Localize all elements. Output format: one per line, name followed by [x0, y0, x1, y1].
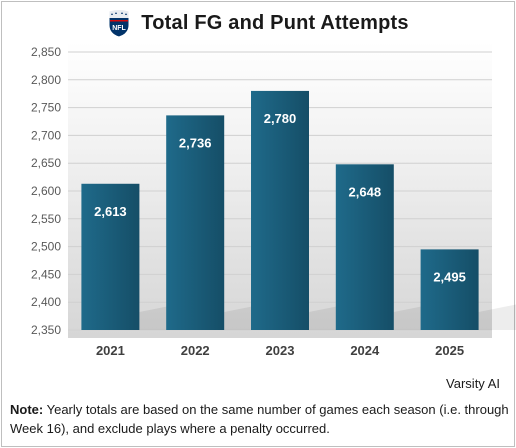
data-label: 2,495	[433, 269, 466, 284]
bar-2022	[166, 115, 225, 330]
svg-text:NFL: NFL	[112, 25, 126, 32]
x-tick-label: 2023	[266, 343, 295, 358]
data-label: 2,780	[264, 111, 297, 126]
bar-2021	[81, 183, 140, 330]
bar-2024	[335, 164, 394, 330]
data-label: 2,648	[349, 184, 382, 199]
bar-2025	[420, 249, 479, 330]
y-tick-label: 2,400	[31, 295, 61, 309]
y-tick-label: 2,600	[31, 184, 61, 198]
footnote: Note: Yearly totals are based on the sam…	[10, 400, 510, 438]
y-tick-label: 2,750	[31, 101, 61, 115]
data-labels: 2,613 2,736 2,780 2,648 2,495	[94, 111, 466, 284]
y-tick-label: 2,700	[31, 128, 61, 142]
y-tick-label: 2,650	[31, 156, 61, 170]
bars	[81, 90, 479, 330]
x-tick-label: 2025	[435, 343, 464, 358]
chart-title: Total FG and Punt Attempts	[141, 11, 409, 34]
y-tick-label: 2,550	[31, 212, 61, 226]
x-tick-label: 2021	[96, 343, 125, 358]
note-text: Yearly totals are based on the same numb…	[10, 402, 509, 436]
data-label: 2,613	[94, 204, 127, 219]
y-tick-label: 2,450	[31, 267, 61, 281]
title-row: NFL Total FG and Punt Attempts	[0, 8, 516, 38]
y-axis-tick-labels: 2,350 2,400 2,450 2,500 2,550 2,600 2,650 2,700…	[31, 45, 61, 337]
data-label: 2,736	[179, 135, 212, 150]
source-credit: Varsity AI	[446, 376, 500, 391]
y-tick-label: 2,350	[31, 323, 61, 337]
y-tick-label: 2,850	[31, 45, 61, 59]
bar-shadow	[478, 304, 516, 330]
y-tick-label: 2,500	[31, 240, 61, 254]
x-axis-tick-labels: 2021 2022 2023 2024 2025	[96, 343, 464, 358]
y-tick-label: 2,800	[31, 73, 61, 87]
note-label: Note:	[10, 402, 44, 417]
bar-2023	[251, 90, 309, 330]
x-tick-label: 2024	[350, 343, 380, 358]
x-tick-label: 2022	[181, 343, 210, 358]
nfl-shield-logo: NFL	[108, 9, 130, 38]
